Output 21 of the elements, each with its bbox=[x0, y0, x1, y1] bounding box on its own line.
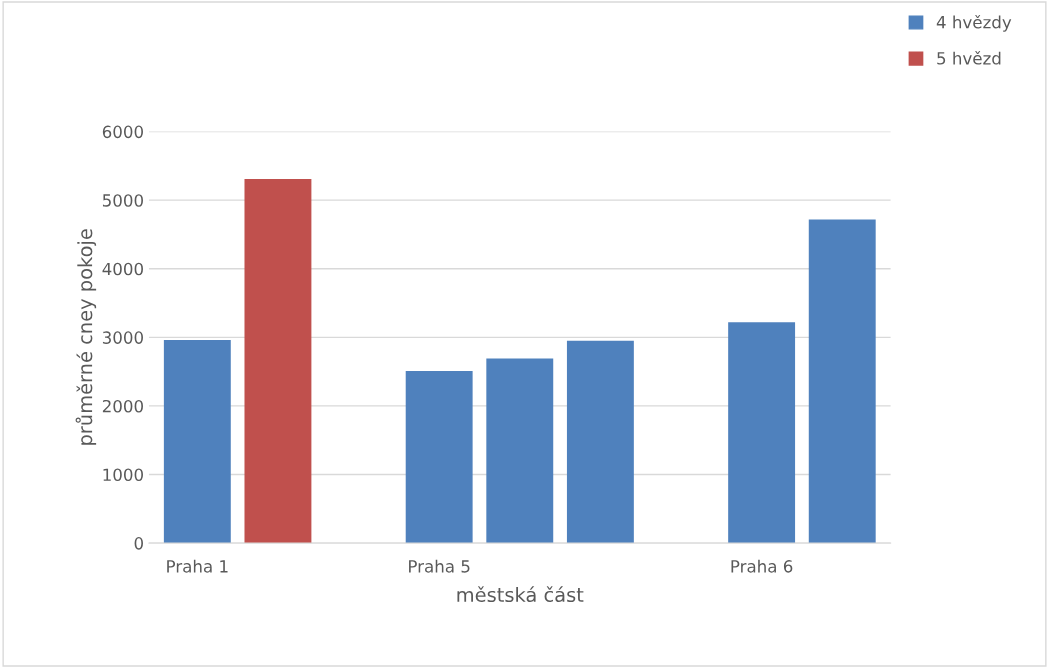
bar bbox=[244, 178, 312, 544]
bar bbox=[566, 340, 634, 544]
y-tick-label: 5000 bbox=[102, 194, 143, 207]
x-tick-label: Praha 1 bbox=[167, 559, 228, 573]
y-tick-label: 3000 bbox=[102, 331, 143, 344]
y-tick-label: 4000 bbox=[102, 262, 143, 276]
legend-label: 5 hvězd bbox=[937, 51, 1001, 65]
y-tick-label: 0 bbox=[134, 537, 143, 550]
y-tick-label: 6000 bbox=[102, 125, 143, 139]
bar bbox=[808, 219, 876, 544]
x-tick-label: Praha 6 bbox=[731, 559, 793, 573]
x-tick-label: Praha 5 bbox=[409, 559, 470, 573]
bar bbox=[728, 322, 796, 544]
bar bbox=[405, 370, 473, 544]
legend-label: 4 hvězdy bbox=[936, 14, 1012, 32]
y-axis-title: průměrné cney pokoje bbox=[75, 229, 97, 445]
y-tick-label: 2000 bbox=[102, 399, 143, 413]
x-axis-title: městská část bbox=[457, 586, 584, 603]
bar bbox=[163, 340, 231, 544]
bar bbox=[486, 358, 554, 544]
y-tick-label: 1000 bbox=[103, 468, 143, 482]
